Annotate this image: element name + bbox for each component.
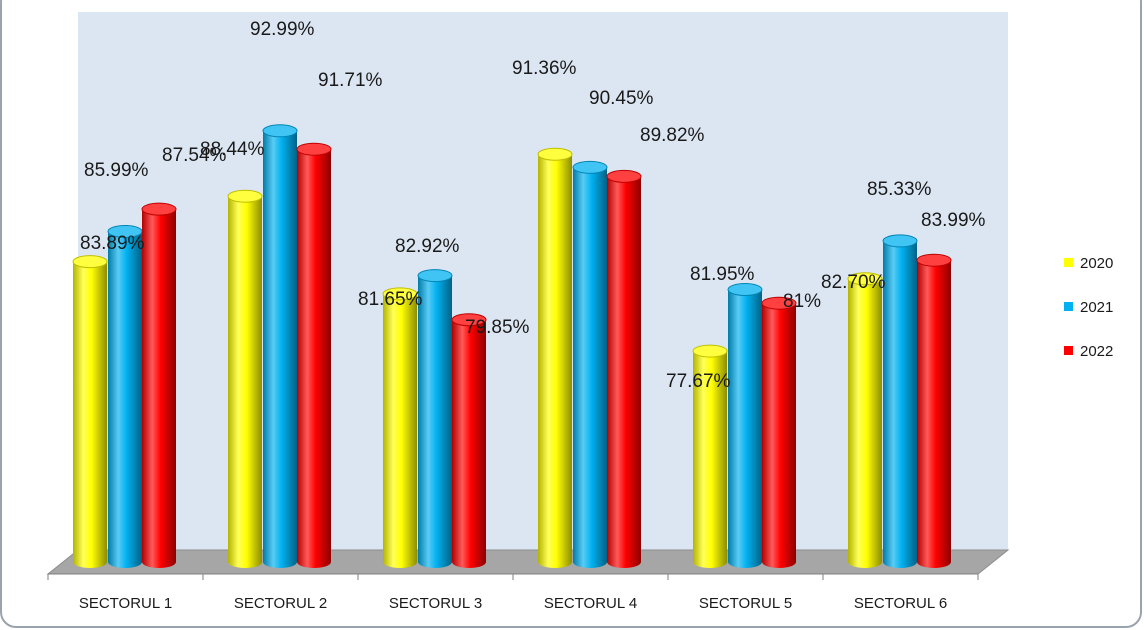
bar-2022-3	[606, 169, 642, 568]
bar-2022-1	[296, 142, 332, 568]
legend-item-2021: 2021	[1064, 299, 1113, 316]
data-label-2022-0: 87.54%	[162, 145, 227, 166]
data-label-2022-2: 79.85%	[465, 317, 530, 338]
bar-2021-3	[572, 160, 608, 568]
legend-swatch	[1064, 258, 1073, 267]
bar-2022-0	[141, 202, 177, 568]
data-label-2021-2: 82.92%	[395, 236, 460, 257]
bar-2021-5	[882, 234, 918, 568]
legend-label: 2020	[1080, 255, 1113, 272]
data-labels: 83.89% 85.99% 87.54%88.44% 92.99% 91.71% 81.6…	[80, 19, 986, 392]
bar-2020-3	[537, 147, 573, 568]
data-label-2021-5: 85.33%	[867, 179, 932, 200]
bars	[72, 124, 952, 569]
legend-label: 2022	[1080, 343, 1113, 360]
x-tick-label: SECTORUL 3	[389, 595, 482, 612]
bar-2021-4	[727, 283, 763, 568]
data-label-2022-3: 89.82%	[640, 125, 705, 146]
x-tick-label: SECTORUL 5	[699, 595, 792, 612]
data-label-2022-4: 81%	[783, 291, 821, 312]
legend-label: 2021	[1080, 299, 1113, 316]
data-label-2021-3: 90.45%	[589, 88, 654, 109]
x-tick-label: SECTORUL 4	[544, 595, 637, 612]
legend: 2020 2021 2022	[1064, 255, 1113, 360]
bar-2020-1	[227, 189, 263, 568]
data-label-2020-5: 82.70%	[821, 272, 886, 293]
data-label-2020-1: 88.44%	[200, 139, 265, 160]
legend-item-2022: 2022	[1064, 343, 1113, 360]
bar-2020-5	[847, 272, 883, 568]
bar-2022-2	[451, 313, 487, 568]
data-label-2020-4: 77.67%	[666, 371, 731, 392]
bar-2020-0	[72, 255, 108, 568]
bar-2022-5	[916, 253, 952, 568]
legend-swatch	[1064, 302, 1073, 311]
data-label-2021-1: 92.99%	[250, 19, 315, 40]
x-tick-label: SECTORUL 1	[79, 595, 172, 612]
bar-2020-2	[382, 287, 418, 568]
data-label-2021-0: 85.99%	[84, 160, 149, 181]
data-label-2022-1: 91.71%	[318, 70, 383, 91]
data-label-2020-2: 81.65%	[358, 289, 423, 310]
data-label-2020-3: 91.36%	[512, 58, 577, 79]
x-tick-label: SECTORUL 2	[234, 595, 327, 612]
bar-2021-0	[107, 224, 143, 568]
legend-item-2020: 2020	[1064, 255, 1113, 272]
data-label-2021-4: 81.95%	[690, 264, 755, 285]
data-label-2022-5: 83.99%	[921, 210, 986, 231]
bar-2021-1	[262, 124, 298, 569]
legend-swatch	[1064, 346, 1073, 355]
bar-2020-4	[692, 344, 728, 568]
x-axis: SECTORUL 1 SECTORUL 2 SECTORUL 3 SECTORUL 4…	[47, 573, 979, 612]
bar-2022-4	[761, 296, 797, 568]
bar-2021-2	[417, 269, 453, 568]
data-label-2020-0: 83.89%	[80, 233, 145, 254]
x-tick-label: SECTORUL 6	[854, 595, 947, 612]
